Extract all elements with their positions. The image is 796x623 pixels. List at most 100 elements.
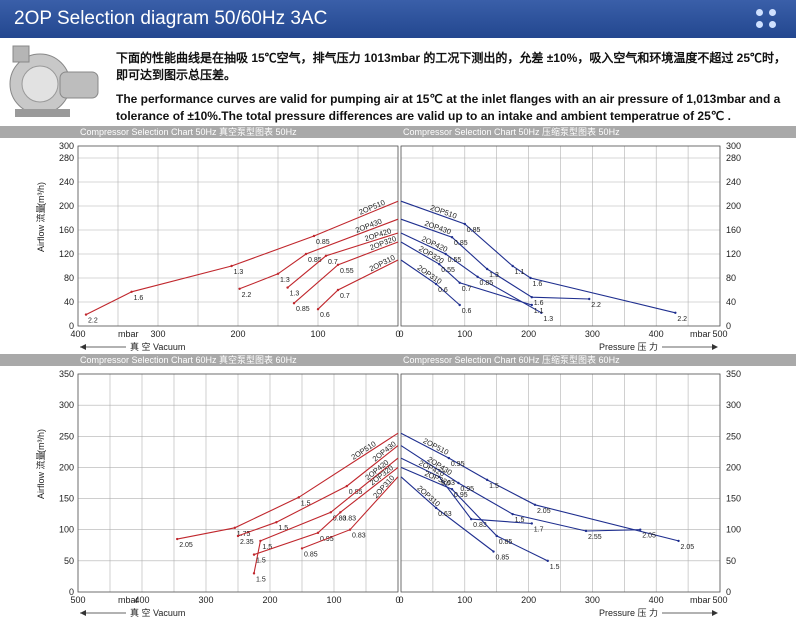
x-tick-label-vacuum: 400 bbox=[134, 595, 149, 605]
pressure-point-label: 1.1 bbox=[515, 269, 525, 276]
pressure-point bbox=[444, 252, 447, 256]
y-tick-label-right: 0 bbox=[726, 587, 731, 597]
vacuum-point-label: 1.3 bbox=[280, 277, 290, 284]
pressure-point bbox=[584, 529, 588, 533]
pressure-point-label: 2.05 bbox=[537, 508, 551, 515]
pressure-point bbox=[540, 311, 543, 314]
vacuum-point-label: 0.85 bbox=[308, 257, 322, 264]
vacuum-point bbox=[304, 252, 308, 256]
vacuum-curve-2OP510 bbox=[177, 432, 399, 540]
pressure-point bbox=[434, 506, 438, 510]
vacuum-point-label: 0.7 bbox=[340, 293, 350, 300]
vacuum-point-label: 0.83 bbox=[352, 533, 366, 540]
vacuum-point bbox=[176, 537, 179, 541]
x-tick-label-vacuum: 300 bbox=[150, 329, 165, 339]
pressure-point bbox=[485, 267, 489, 271]
vacuum-point bbox=[336, 288, 340, 292]
pressure-point bbox=[588, 297, 591, 301]
blower-illustration bbox=[9, 45, 99, 117]
y-tick-label-right: 150 bbox=[726, 494, 741, 504]
vacuum-point-label: 0.95 bbox=[320, 536, 334, 543]
pressure-series-label: 2OP510 bbox=[429, 203, 458, 221]
y-tick-label-left: 40 bbox=[64, 297, 74, 307]
vacuum-curve-2OP420 bbox=[253, 457, 399, 574]
pressure-series-label: 2OP310 bbox=[415, 484, 442, 509]
x-tick-label-vacuum: 200 bbox=[230, 329, 245, 339]
vacuum-curve-2OP430 bbox=[239, 218, 399, 290]
vacuum-point bbox=[339, 511, 342, 514]
x-tick-label-pressure: 400 bbox=[649, 329, 664, 339]
pressure-point bbox=[438, 475, 441, 478]
x-tick-label-vacuum: 0 bbox=[395, 329, 400, 339]
x-unit-pressure: mbar bbox=[690, 329, 711, 339]
pressure-point bbox=[463, 222, 466, 226]
right-plot-frame bbox=[400, 145, 721, 327]
pressure-point bbox=[546, 559, 549, 563]
vacuum-point bbox=[292, 302, 296, 305]
y-axis-label: Airflow 流量 bbox=[35, 204, 46, 252]
pressure-point-label: 0.95 bbox=[460, 486, 474, 493]
vacuum-point-label: 1.6 bbox=[134, 295, 144, 302]
right-plot-frame bbox=[400, 373, 721, 593]
y-tick-label-left: 350 bbox=[59, 369, 74, 379]
vacuum-point-label: 1.5 bbox=[256, 576, 266, 583]
y-tick-label-left: 80 bbox=[64, 273, 74, 283]
y-tick-label-right: 350 bbox=[726, 369, 741, 379]
vacuum-point-label: 1.5 bbox=[301, 500, 311, 507]
x-unit-vacuum: mbar bbox=[118, 595, 139, 605]
pressure-point-label: 0.85 bbox=[499, 539, 513, 546]
vacuum-point-label: 2.2 bbox=[88, 318, 98, 325]
right-chart-title: Compressor Selection Chart 50Hz 压缩泵型图表 5… bbox=[403, 126, 620, 137]
left-plot-frame bbox=[77, 145, 399, 327]
pressure-point-label: 1.3 bbox=[489, 272, 499, 279]
y-tick-label-right: 250 bbox=[726, 431, 741, 441]
vacuum-point bbox=[316, 531, 320, 535]
y-tick-label-left: 240 bbox=[59, 177, 74, 187]
chart-50hz: Compressor Selection Chart 50Hz 真空泵型图表 5… bbox=[0, 126, 796, 352]
vacuum-point bbox=[297, 496, 300, 499]
page-title: 2OP Selection diagram 50/60Hz 3AC bbox=[14, 8, 328, 29]
pressure-point-label: 0.6 bbox=[462, 308, 472, 315]
pressure-point-label: 0.63 bbox=[438, 511, 452, 518]
x-tick-label-pressure: 400 bbox=[649, 595, 664, 605]
right-chart-title: Compressor Selection Chart 60Hz 压缩泵型图表 6… bbox=[403, 354, 620, 365]
x-tick-label-pressure: 500 bbox=[712, 329, 727, 339]
intro-text: 下面的性能曲线是在抽吸 15℃空气，排气压力 1013mbar 的工况下测出的，… bbox=[116, 50, 786, 125]
pressure-arrow-icon bbox=[712, 344, 718, 350]
vacuum-point bbox=[312, 234, 316, 238]
vacuum-point-label: 1.5 bbox=[256, 558, 266, 565]
x-tick-label-vacuum: 0 bbox=[395, 595, 400, 605]
y-axis-unit: (m³/h) bbox=[36, 182, 46, 206]
x-tick-label-pressure: 500 bbox=[712, 595, 727, 605]
x-tick-label-pressure: 300 bbox=[585, 595, 600, 605]
vacuum-point bbox=[324, 254, 328, 257]
y-tick-label-right: 240 bbox=[726, 177, 741, 187]
pressure-point bbox=[533, 503, 537, 506]
pressure-point bbox=[457, 481, 460, 485]
pressure-point bbox=[469, 517, 473, 521]
pressure-point-label: 0.63 bbox=[441, 480, 455, 487]
vacuum-point bbox=[130, 290, 133, 293]
y-tick-label-left: 0 bbox=[69, 321, 74, 331]
pressure-point-label: 1.5 bbox=[550, 564, 560, 571]
y-tick-label-left: 150 bbox=[59, 494, 74, 504]
vacuum-point-label: 1.5 bbox=[262, 544, 272, 551]
pressure-point-label: 0.95 bbox=[454, 492, 468, 499]
pressure-point-label: 0.55 bbox=[448, 257, 462, 264]
pressure-point-label: 0.95 bbox=[451, 461, 465, 468]
pressure-point bbox=[677, 539, 680, 543]
x-tick-label-pressure: 0 bbox=[398, 329, 403, 339]
vacuum-arrow-icon bbox=[80, 610, 86, 616]
pressure-point bbox=[530, 296, 533, 299]
pressure-point bbox=[485, 478, 489, 482]
x-tick-label-vacuum: 400 bbox=[70, 329, 85, 339]
y-tick-label-left: 50 bbox=[64, 556, 74, 566]
vacuum-point bbox=[316, 308, 320, 311]
pressure-point-label: 1.5 bbox=[515, 517, 525, 524]
pressure-point bbox=[495, 534, 498, 538]
grid-menu-icon[interactable] bbox=[754, 7, 780, 31]
vacuum-axis-label: 真 空 Vacuum bbox=[130, 341, 185, 352]
x-tick-label-vacuum: 300 bbox=[198, 595, 213, 605]
pressure-point bbox=[458, 281, 461, 284]
vacuum-point bbox=[252, 572, 256, 575]
